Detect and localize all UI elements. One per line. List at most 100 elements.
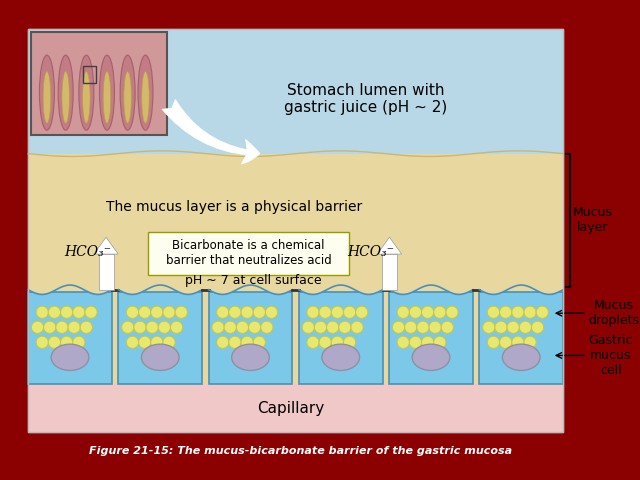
Circle shape xyxy=(319,336,332,348)
Ellipse shape xyxy=(120,55,135,130)
Circle shape xyxy=(216,336,229,348)
Circle shape xyxy=(397,336,410,348)
Circle shape xyxy=(531,321,543,334)
Circle shape xyxy=(483,321,495,334)
Circle shape xyxy=(170,321,182,334)
Circle shape xyxy=(260,321,273,334)
Bar xyxy=(28,292,112,384)
Ellipse shape xyxy=(58,55,73,130)
Circle shape xyxy=(56,321,68,334)
Ellipse shape xyxy=(138,55,153,130)
Circle shape xyxy=(332,306,344,318)
Circle shape xyxy=(236,321,248,334)
Circle shape xyxy=(36,306,49,318)
Circle shape xyxy=(536,306,548,318)
Circle shape xyxy=(314,321,326,334)
Text: Stomach lumen with
gastric juice (pH ∼ 2): Stomach lumen with gastric juice (pH ∼ 2… xyxy=(284,83,447,115)
Circle shape xyxy=(410,306,422,318)
Ellipse shape xyxy=(103,72,111,123)
Circle shape xyxy=(397,306,410,318)
Circle shape xyxy=(429,321,441,334)
Bar xyxy=(118,292,202,384)
Bar xyxy=(382,254,397,290)
Bar xyxy=(28,384,563,432)
Circle shape xyxy=(229,336,241,348)
Circle shape xyxy=(332,336,344,348)
Text: pH ∼ 7 at cell surface: pH ∼ 7 at cell surface xyxy=(185,274,322,287)
Circle shape xyxy=(212,321,224,334)
Circle shape xyxy=(61,306,73,318)
Circle shape xyxy=(68,321,80,334)
Circle shape xyxy=(519,321,531,334)
Text: Bicarbonate is a chemical
barrier that neutralizes acid: Bicarbonate is a chemical barrier that n… xyxy=(166,239,332,267)
Circle shape xyxy=(441,321,453,334)
Bar xyxy=(28,287,563,385)
Ellipse shape xyxy=(43,72,51,123)
Circle shape xyxy=(512,336,524,348)
Circle shape xyxy=(422,336,434,348)
Circle shape xyxy=(434,336,446,348)
Circle shape xyxy=(158,321,170,334)
Circle shape xyxy=(49,306,61,318)
Text: Mucus
layer: Mucus layer xyxy=(572,206,612,234)
Circle shape xyxy=(224,321,236,334)
Circle shape xyxy=(422,306,434,318)
Circle shape xyxy=(302,321,314,334)
Bar xyxy=(28,29,563,154)
Ellipse shape xyxy=(124,72,131,123)
Bar xyxy=(99,254,113,290)
Polygon shape xyxy=(377,237,402,254)
Circle shape xyxy=(126,336,139,348)
Bar xyxy=(28,29,563,432)
Circle shape xyxy=(241,336,253,348)
Circle shape xyxy=(307,306,319,318)
Circle shape xyxy=(139,336,151,348)
Circle shape xyxy=(134,321,146,334)
Circle shape xyxy=(500,306,512,318)
Circle shape xyxy=(163,306,175,318)
Circle shape xyxy=(326,321,339,334)
Circle shape xyxy=(36,336,49,348)
Text: Mucus
droplets: Mucus droplets xyxy=(588,299,639,327)
Circle shape xyxy=(404,321,417,334)
Circle shape xyxy=(344,336,356,348)
Circle shape xyxy=(524,306,536,318)
Circle shape xyxy=(31,321,44,334)
Circle shape xyxy=(146,321,158,334)
Circle shape xyxy=(163,336,175,348)
FancyBboxPatch shape xyxy=(148,231,349,275)
Ellipse shape xyxy=(502,344,540,371)
Circle shape xyxy=(151,336,163,348)
Circle shape xyxy=(216,306,229,318)
Circle shape xyxy=(319,306,332,318)
Text: The mucus layer is a physical barrier: The mucus layer is a physical barrier xyxy=(106,200,363,214)
Bar xyxy=(479,292,563,384)
Ellipse shape xyxy=(99,55,115,130)
Circle shape xyxy=(85,306,97,318)
Bar xyxy=(209,292,292,384)
Ellipse shape xyxy=(141,344,179,371)
Circle shape xyxy=(253,336,266,348)
Circle shape xyxy=(266,306,278,318)
Text: Gastric
mucus
cell: Gastric mucus cell xyxy=(588,334,633,377)
Circle shape xyxy=(175,306,188,318)
Ellipse shape xyxy=(51,344,89,371)
Circle shape xyxy=(44,321,56,334)
Ellipse shape xyxy=(412,344,450,371)
Circle shape xyxy=(151,306,163,318)
Circle shape xyxy=(241,306,253,318)
Circle shape xyxy=(446,306,458,318)
Circle shape xyxy=(307,336,319,348)
Circle shape xyxy=(488,306,500,318)
Bar xyxy=(31,32,167,135)
Circle shape xyxy=(507,321,519,334)
Text: HCO₃⁻: HCO₃⁻ xyxy=(348,245,394,259)
Bar xyxy=(389,292,473,384)
Circle shape xyxy=(80,321,92,334)
Ellipse shape xyxy=(83,72,90,123)
Circle shape xyxy=(253,306,266,318)
Circle shape xyxy=(61,336,73,348)
Circle shape xyxy=(248,321,260,334)
Text: HCO₃⁻: HCO₃⁻ xyxy=(64,245,111,259)
Circle shape xyxy=(73,306,85,318)
